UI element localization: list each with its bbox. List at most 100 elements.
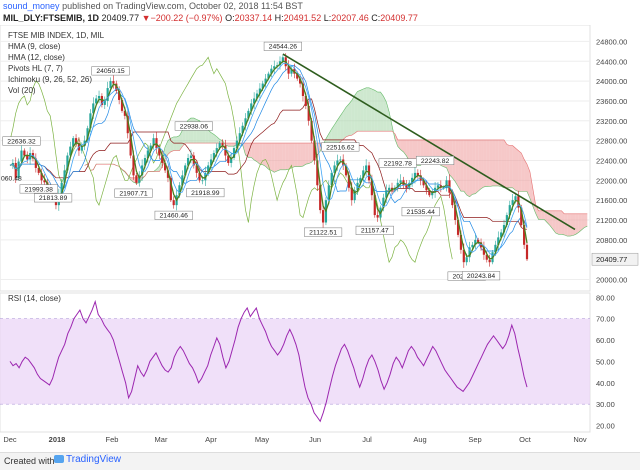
ichimoku-cloud-segment (357, 90, 361, 132)
legend-hma9[interactable]: HMA (9, close) (8, 42, 61, 51)
legend-pivots[interactable]: Pivots HL (7, 7) (8, 64, 63, 73)
legend-volume[interactable]: Vol (20) (8, 86, 36, 95)
candle-body (405, 185, 408, 188)
candle-body (74, 138, 78, 144)
ichimoku-cloud-segment (380, 92, 384, 132)
ichimoku-cloud-segment (346, 104, 349, 137)
candle-body (227, 155, 230, 163)
ichimoku-cloud-segment (165, 140, 168, 160)
ichimoku-cloud-segment (529, 171, 533, 206)
x-tick-label: Nov (573, 435, 587, 444)
legend-title: FTSE MIB INDEX, 1D, MIL (8, 31, 105, 40)
ichimoku-cloud-segment (300, 143, 303, 167)
candle-body (261, 83, 264, 89)
ichimoku-cloud-segment (211, 132, 214, 144)
tradingview-icon (54, 455, 64, 464)
candle-body (224, 145, 227, 156)
ichimoku-cloud-segment (325, 133, 329, 144)
candle-body (132, 155, 135, 176)
ichimoku-cloud-segment (259, 143, 263, 165)
tradingview-logo[interactable]: TradingView (54, 454, 121, 465)
candle-body (454, 205, 457, 221)
candle-body (63, 170, 66, 183)
candle-body (468, 247, 471, 258)
candle-body (270, 68, 273, 74)
pivot-label: 22516.62 (326, 144, 355, 151)
candle-body (17, 161, 20, 178)
rsi-legend[interactable]: RSI (14, close) (8, 294, 61, 303)
candle-body (23, 150, 26, 156)
author-link[interactable]: sound_money (3, 1, 60, 11)
rsi-tick-label: 70.00 (596, 315, 615, 324)
ichimoku-cloud-segment (351, 95, 355, 136)
x-tick-label: Oct (519, 435, 532, 444)
ichimoku-cloud-segment (506, 144, 510, 188)
ichimoku-cloud-segment (354, 91, 358, 134)
ichimoku-cloud-segment (170, 136, 174, 152)
ichimoku-cloud-segment (472, 139, 476, 195)
x-tick-label: Mar (155, 435, 168, 444)
ichimoku-cloud-segment (334, 120, 338, 145)
candle-body (278, 61, 282, 66)
x-tick-label: Jun (309, 435, 321, 444)
x-tick-label: Aug (413, 435, 426, 444)
candle-body (66, 155, 69, 171)
candle-body (255, 93, 259, 99)
candle-body (135, 175, 138, 183)
candle-body (97, 95, 101, 99)
pivot-label-box (2, 136, 41, 146)
rsi-tick-label: 30.00 (596, 400, 615, 409)
price-tick-label: 24400.00 (596, 57, 627, 66)
rsi-line (9, 299, 528, 423)
ichimoku-cloud-segment (581, 213, 585, 230)
ichimoku-cloud-segment (366, 87, 370, 132)
candle-body (109, 81, 112, 89)
candle-body (344, 165, 348, 176)
candle-body (290, 68, 293, 74)
indicator-legend: FTSE MIB INDEX, 1D, MIL HMA (9, close) H… (8, 30, 104, 96)
candle-body (445, 180, 448, 188)
high-value: 20491.52 (283, 13, 322, 23)
candle-body (413, 172, 417, 178)
tradingview-brand: TradingView (66, 454, 122, 465)
candle-body (123, 110, 126, 116)
pivot-label: 21918.99 (191, 190, 220, 197)
candle-body (330, 172, 333, 186)
candle-body (198, 172, 201, 181)
ichimoku-cloud-segment (130, 177, 134, 183)
candle-body (431, 192, 434, 196)
footer-bar: Created with TradingView (0, 452, 640, 470)
ichimoku-cloud-segment (564, 213, 568, 237)
symbol-label: MIL_DLY:FTSEMIB, 1D (3, 13, 100, 23)
candle-body (385, 190, 388, 198)
ichimoku-cloud-segment (463, 139, 467, 195)
ichimoku-cloud-segment (279, 143, 283, 170)
candle-body (129, 133, 132, 156)
ichimoku-cloud-segment (156, 166, 160, 172)
legend-ichimoku[interactable]: Ichimoku (9, 26, 52, 26) (8, 75, 93, 84)
ichimoku-cloud-segment (501, 139, 505, 188)
candle-body (411, 177, 414, 183)
pivot-label-box (91, 66, 130, 76)
candle-body (69, 146, 72, 156)
pivot-label: 20243.84 (467, 273, 496, 280)
candle-body (502, 224, 506, 233)
candle-body (120, 99, 124, 111)
x-tick-label: Jul (362, 435, 372, 444)
pivot-label-box (401, 207, 440, 217)
ichimoku-cloud-segment (228, 143, 232, 147)
candle-body (353, 190, 356, 201)
candle-body (164, 162, 167, 171)
price-tick-label: 20800.00 (596, 236, 627, 245)
x-tick-label: Apr (205, 435, 217, 444)
candle-body (350, 187, 353, 201)
candle-body (479, 242, 483, 248)
candle-body (115, 83, 118, 92)
legend-hma12[interactable]: HMA (12, close) (8, 53, 65, 62)
candle-body (370, 180, 373, 196)
candle-body (80, 145, 83, 151)
ichimoku-cloud-segment (213, 134, 217, 144)
candle-body (310, 120, 313, 141)
candle-body (250, 103, 253, 111)
price-chart[interactable]: 24800.00 24400.00 24000.00 23600.00 23200.00… (0, 25, 640, 450)
